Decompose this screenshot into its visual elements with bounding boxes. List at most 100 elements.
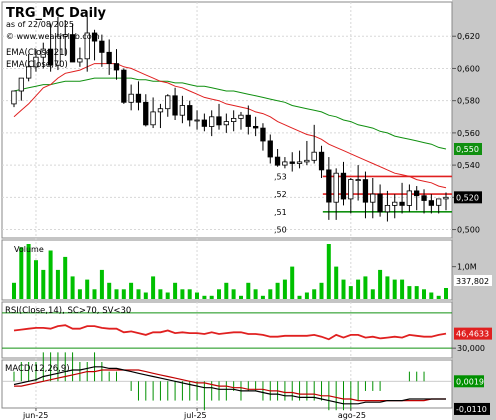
candle-body-down	[252, 126, 259, 129]
volume-bar	[282, 279, 287, 299]
candle-body-down	[428, 200, 435, 206]
candle	[311, 124, 317, 164]
candle	[289, 152, 295, 172]
candle-body-up	[384, 204, 391, 213]
candle-body-down	[187, 105, 193, 121]
candle-body-down	[113, 63, 120, 71]
candle	[40, 42, 46, 69]
volume-bar	[246, 282, 251, 299]
volume-bar	[173, 282, 178, 299]
candle	[77, 47, 83, 67]
candle	[33, 49, 39, 72]
candle-body-up	[355, 179, 361, 182]
candle	[406, 184, 413, 212]
candle-body-down	[421, 195, 427, 201]
candle	[348, 178, 354, 214]
volume-bar	[414, 286, 419, 299]
candle-body-down	[245, 114, 251, 127]
candle-body-up	[282, 161, 288, 166]
candle-body-down	[47, 48, 54, 66]
candle-body-up	[370, 193, 376, 203]
level-label: ,50	[274, 226, 287, 235]
candle	[399, 182, 405, 214]
candle	[106, 39, 112, 75]
candle	[69, 23, 76, 63]
candle-body-down	[201, 119, 208, 127]
macd-line	[13, 366, 446, 405]
candle-body-down	[260, 127, 266, 142]
candle-body-up	[304, 159, 310, 163]
candle-body-up	[194, 119, 200, 122]
volume-badge-bg	[454, 275, 492, 286]
price-axis-background	[452, 0, 496, 420]
volume-bar	[165, 292, 170, 299]
candle-body-up	[333, 172, 339, 203]
candle	[377, 184, 383, 217]
candle	[113, 49, 120, 80]
candle-body-up	[18, 77, 25, 92]
candle	[172, 87, 178, 120]
volume-bar	[407, 286, 412, 299]
macd-badge-bg	[454, 402, 490, 415]
volume-bar	[326, 244, 331, 299]
volume-bar	[121, 289, 126, 299]
volume-bar	[385, 276, 390, 299]
volume-bar	[151, 276, 156, 299]
candle-body-up	[348, 179, 354, 200]
candle-body-up	[230, 118, 237, 123]
source-label: © www.wealth-lab.com	[6, 32, 100, 41]
ema-short-legend: EMA(Close,21)	[6, 48, 68, 58]
candle	[230, 110, 237, 132]
candle-body-down	[143, 101, 149, 126]
volume-bar	[312, 289, 317, 299]
candle	[216, 103, 222, 130]
candle-body-down	[377, 193, 383, 213]
volume-bar	[34, 260, 38, 299]
volume-bars	[12, 244, 448, 299]
candle	[355, 165, 361, 201]
candle	[267, 134, 273, 164]
candle	[208, 110, 215, 137]
candle-body-down	[274, 156, 281, 166]
volume-bar	[217, 289, 221, 299]
candle-body-down	[106, 51, 112, 64]
volume-bar	[143, 292, 148, 299]
candle-body-down	[399, 201, 405, 206]
macd-hist-badge: 0,0019	[456, 377, 484, 386]
volume-tick-label: 1,0M	[457, 263, 477, 272]
candle-body-down	[318, 151, 325, 171]
candle-body-up	[296, 161, 303, 164]
macd-hist-badge-bg	[454, 375, 484, 388]
x-tick-label: jul-25	[183, 411, 207, 420]
volume-bar	[129, 282, 134, 299]
candle	[245, 105, 251, 135]
candle-body-down	[135, 93, 142, 103]
candle-body-up	[392, 201, 398, 206]
candle	[370, 178, 376, 219]
candle	[84, 16, 90, 72]
volume-bar	[114, 289, 119, 299]
volume-bar	[180, 289, 185, 299]
volume-bar	[370, 289, 375, 299]
candle	[194, 110, 200, 130]
candle-body-down	[91, 32, 98, 42]
volume-bar	[422, 289, 426, 299]
volume-bar	[297, 295, 302, 299]
candle-body-down	[362, 179, 369, 203]
candle-body-down	[413, 190, 420, 197]
volume-bar	[319, 282, 324, 299]
candle	[11, 90, 17, 108]
candle	[135, 81, 142, 111]
price-pane	[1, 1, 453, 239]
price-tick-label: 0,540	[457, 161, 480, 170]
candle	[333, 168, 339, 220]
candle	[121, 68, 127, 104]
volume-bar	[63, 256, 68, 299]
volume-bar	[41, 269, 46, 299]
candle	[304, 140, 310, 166]
candle-body-up	[150, 111, 156, 126]
candle-body-up	[157, 108, 164, 113]
macd-signal-line	[14, 369, 446, 402]
candle-body-down	[172, 95, 178, 116]
